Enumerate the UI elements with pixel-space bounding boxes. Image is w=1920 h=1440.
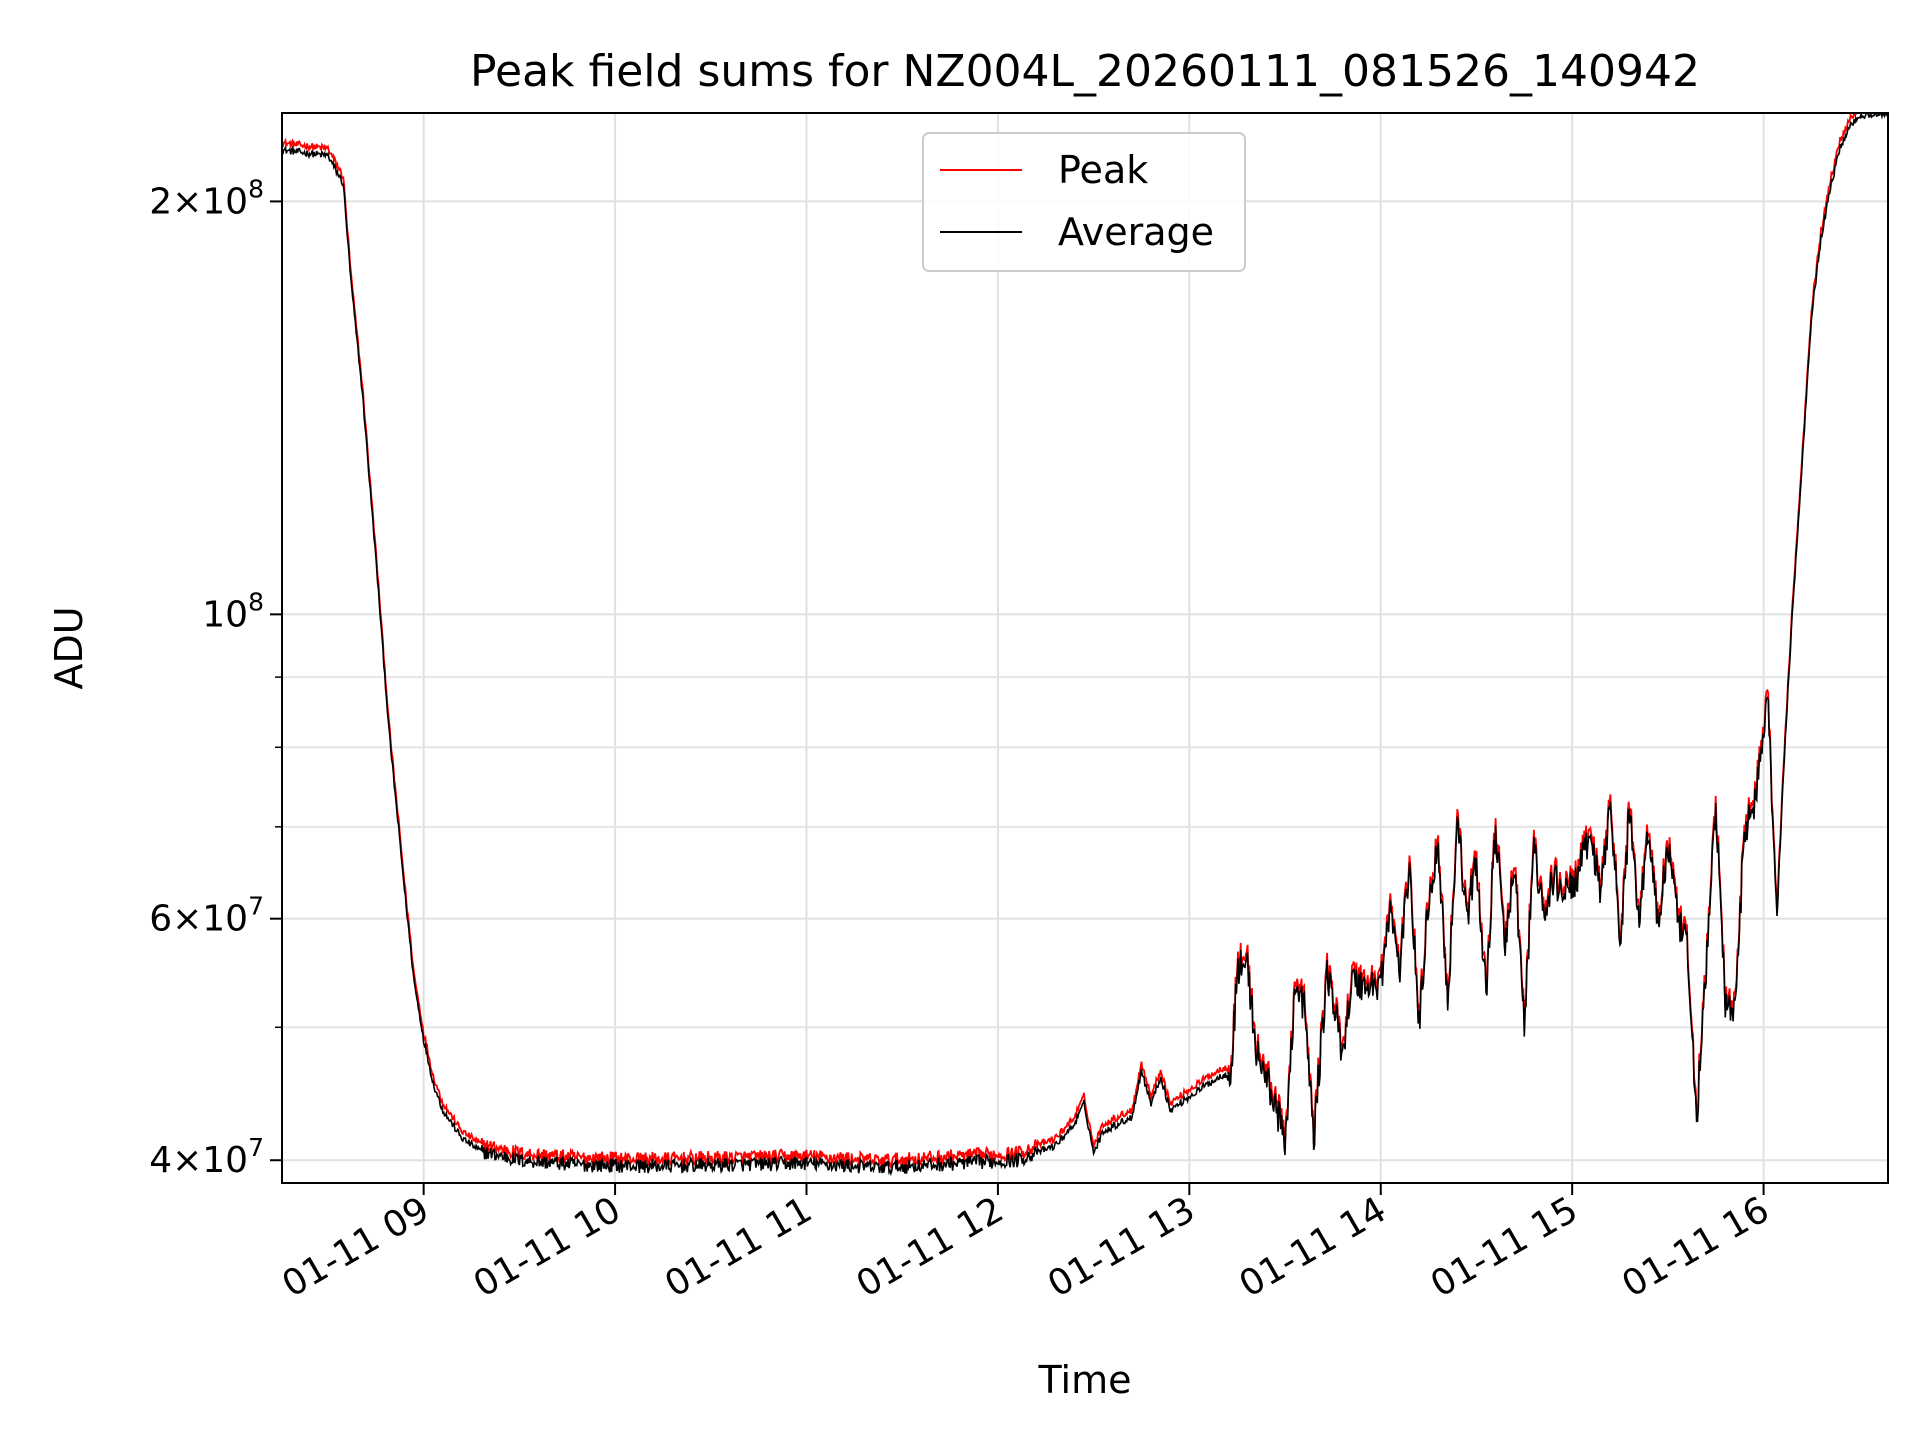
legend-label-peak: Peak — [1058, 148, 1148, 192]
y-tick-label: 108 — [202, 587, 264, 635]
y-axis: 4×107 6×107 108 2×108 — [149, 174, 282, 1181]
grid — [282, 113, 1888, 1183]
x-axis-label: Time — [1038, 1358, 1132, 1402]
y-tick-label: 6×107 — [149, 892, 264, 940]
y-tick-label: 2×108 — [149, 174, 264, 222]
legend-label-average: Average — [1058, 210, 1214, 254]
y-tick-label: 4×107 — [149, 1133, 264, 1181]
plot-frame — [281, 112, 1889, 1184]
y-axis-label: ADU — [47, 606, 91, 689]
legend: Peak Average — [922, 132, 1246, 272]
chart-title: Peak field sums for NZ004L_20260111_0815… — [470, 46, 1700, 97]
series-layer — [282, 113, 1888, 1177]
legend-box — [922, 132, 1246, 272]
series-line-average — [282, 113, 1888, 1177]
